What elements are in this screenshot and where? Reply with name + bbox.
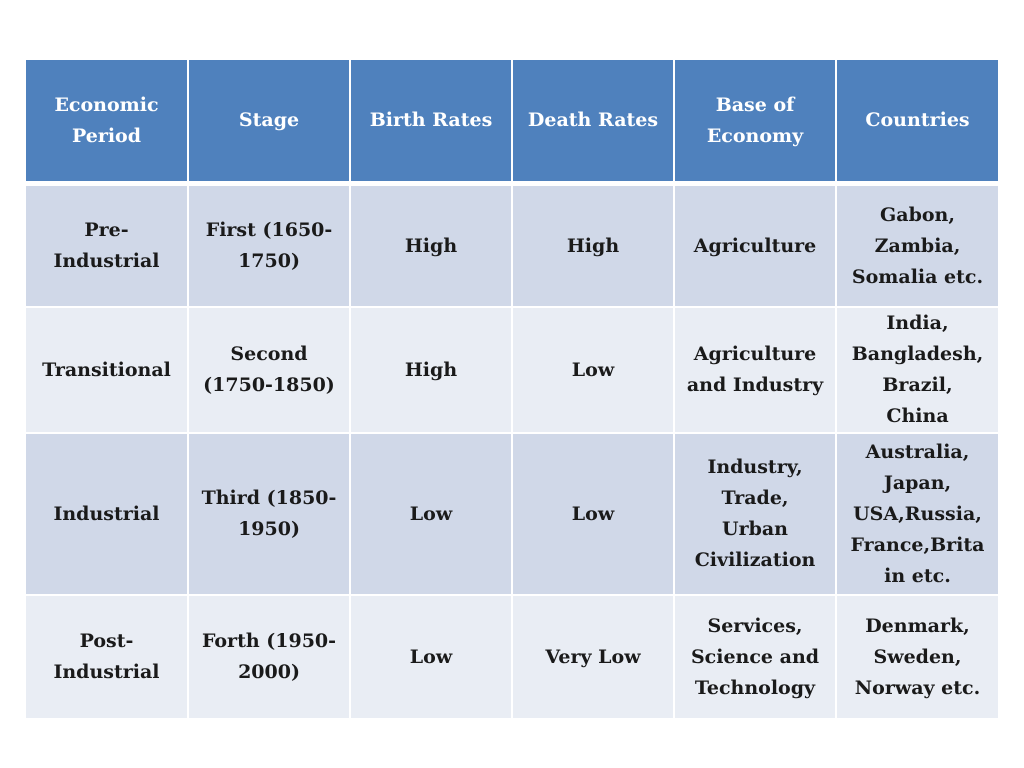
header-line: Period [71,124,142,147]
cell-line: Somalia etc. [851,265,984,288]
cell-countries: Australia, Japan, USA,Russia, France,Bri… [836,433,998,596]
cell-line: Zambia, [874,234,961,257]
cell-countries: Gabon, Zambia, Somalia etc. [836,183,998,308]
cell-line: First (1650- [205,219,333,241]
cell-line: Pre- [84,219,129,241]
cell-line: China [886,405,949,427]
cell-line: 1950) [238,518,300,540]
cell-economy: Industry, Trade, Urban Civilization [674,433,837,596]
header-stage: Stage [188,60,351,186]
cell-economy: Services, Science and Technology [674,595,837,720]
cell-birth-rate: Low [350,595,513,720]
cell-line: Services, [707,614,803,637]
cell-line: Low [571,358,615,381]
cell-line: Third (1850- [201,487,337,509]
cell-line: Low [409,645,453,668]
cell-line: Industry, [707,456,803,478]
cell-line: in etc. [884,564,951,587]
cell-period: Post- Industrial [26,595,189,720]
cell-line: Brazil, [882,374,953,396]
cell-line: Low [409,502,453,525]
cell-line: Civilization [694,549,816,571]
cell-stage: Second (1750-1850) [188,307,351,434]
cell-stage: Forth (1950- 2000) [188,595,351,720]
cell-period: Transitional [26,307,189,434]
header-base-of-economy: Base of Economy [674,60,837,186]
header-line: Economy [706,124,804,147]
cell-line: Urban [722,518,788,540]
cell-birth-rate: Low [350,433,513,596]
cell-line: Low [571,502,615,525]
cell-line: Technology [694,676,816,699]
header-line: Economic [54,93,159,116]
header-line: Countries [865,109,970,131]
cell-line: Australia, [865,440,970,463]
cell-stage: First (1650- 1750) [188,183,351,308]
cell-line: Post- [79,630,134,652]
cell-countries: Denmark, Sweden, Norway etc. [836,595,998,720]
cell-line: Transitional [42,358,171,381]
header-row: Economic Period Stage Birth Rates Death … [26,60,998,186]
header-birth-rates: Birth Rates [350,60,513,186]
table-row-transitional: Transitional Second (1750-1850) High Low… [26,307,998,434]
cell-line: USA,Russia, [853,502,982,525]
cell-birth-rate: High [350,307,513,434]
cell-line: Industrial [53,661,160,683]
cell-period: Industrial [26,433,189,596]
cell-death-rate: Low [512,433,675,596]
cell-line: Norway etc. [854,676,981,699]
cell-line: Agriculture [693,343,817,365]
cell-line: Denmark, [865,614,970,637]
header-line: Stage [238,109,300,131]
cell-line: 1750) [238,250,300,272]
cell-line: Trade, [721,487,789,509]
cell-line: Forth (1950- [201,630,337,652]
demographic-transition-table: Economic Period Stage Birth Rates Death … [26,60,998,720]
header-line: Base of [715,93,795,116]
cell-economy: Agriculture [674,183,837,308]
table-row-post-industrial: Post- Industrial Forth (1950- 2000) Low … [26,595,998,720]
cell-stage: Third (1850- 1950) [188,433,351,596]
header-death-rates: Death Rates [512,60,675,186]
cell-line: Bangladesh, [851,343,984,365]
cell-line: Science and [690,645,820,668]
cell-death-rate: Low [512,307,675,434]
cell-line: (1750-1850) [203,374,335,396]
cell-line: Japan, [883,471,952,494]
header-countries: Countries [836,60,998,186]
cell-line: Industrial [53,502,160,525]
table-row-industrial: Industrial Third (1850- 1950) Low Low In… [26,433,998,596]
cell-line: 2000) [238,661,300,683]
cell-line: High [566,234,620,257]
cell-line: Agriculture [693,234,817,257]
cell-line: Gabon, [880,203,955,226]
cell-line: France,Brita [850,533,985,556]
cell-death-rate: High [512,183,675,308]
cell-line: High [404,234,458,257]
cell-line: and Industry [686,374,824,396]
cell-line: India, [886,312,949,334]
header-line: Birth Rates [369,109,493,131]
cell-line: Very Low [545,645,641,668]
cell-period: Pre- Industrial [26,183,189,308]
cell-line: Second [230,343,308,365]
table-row-pre-industrial: Pre- Industrial First (1650- 1750) High … [26,183,998,308]
header-economic-period: Economic Period [26,60,189,186]
cell-birth-rate: High [350,183,513,308]
cell-line: Sweden, [873,645,962,668]
cell-line: Industrial [53,250,160,272]
cell-line: High [404,358,458,381]
cell-countries: India, Bangladesh, Brazil, China [836,307,998,434]
cell-death-rate: Very Low [512,595,675,720]
header-line: Death Rates [527,109,659,131]
cell-economy: Agriculture and Industry [674,307,837,434]
